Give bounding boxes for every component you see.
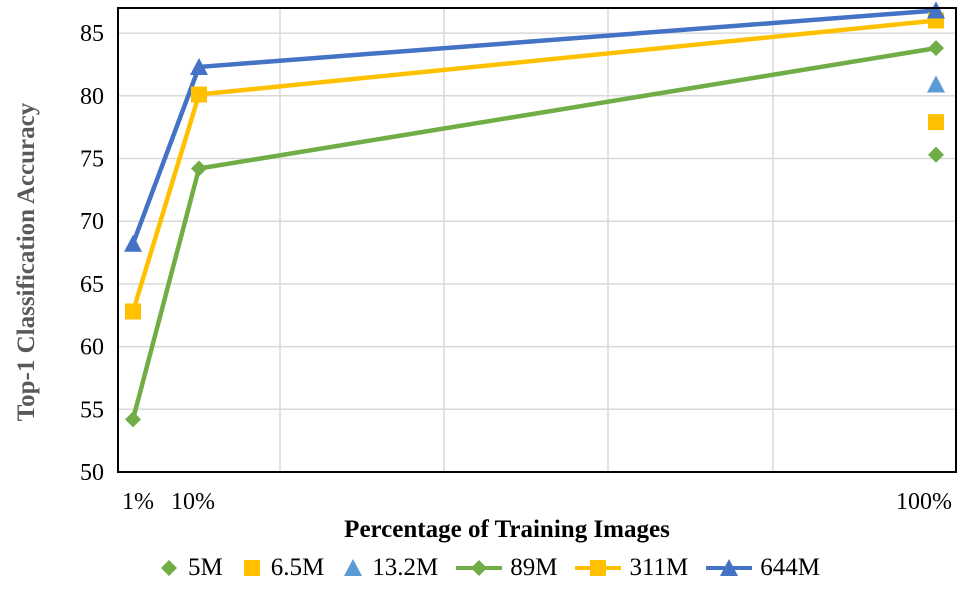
y-tick-label: 65 xyxy=(80,272,104,298)
data-point-311M xyxy=(191,86,207,103)
legend-label: 311M xyxy=(629,554,689,581)
legend-label: 5M xyxy=(188,554,223,581)
data-point-89M xyxy=(191,160,207,177)
legend-item-311M: 311M xyxy=(575,554,688,582)
series-line-89M xyxy=(130,45,937,420)
y-axis-tick-labels: 50 55 60 65 70 75 80 85 xyxy=(80,21,104,486)
legend-label: 89M xyxy=(510,554,558,581)
legend-marker xyxy=(161,560,177,576)
data-point-644M xyxy=(190,57,208,75)
legend-marker xyxy=(720,559,739,576)
legend-marker xyxy=(471,560,488,576)
data-point-644M xyxy=(927,1,945,19)
legend-marker xyxy=(243,560,260,576)
legend-item-6.5M: 6.5M xyxy=(241,554,324,582)
data-point-5M xyxy=(928,146,944,163)
y-tick-label: 85 xyxy=(80,21,104,47)
y-tick-label: 80 xyxy=(80,84,104,110)
legend-swatch-6.5M xyxy=(243,560,260,576)
legend-swatch-311M xyxy=(575,560,622,576)
series-lines xyxy=(130,8,937,420)
x-axis-label: Percentage of Training Images xyxy=(344,516,670,543)
legend-swatch-13.2M xyxy=(344,559,363,576)
data-point-6.5M xyxy=(928,114,944,131)
y-tick-label: 70 xyxy=(80,209,104,235)
data-point-89M xyxy=(928,40,944,57)
legend-item-644M: 644M xyxy=(706,554,820,582)
legend-swatch-644M xyxy=(706,559,753,576)
x-tick-label: 1% xyxy=(122,489,154,515)
legend-label: 6.5M xyxy=(270,554,325,581)
series-line-644M xyxy=(130,8,937,245)
chart-legend: 5M 6.5M 13.2M 89M 311M 644M xyxy=(0,548,978,588)
chart-svg: 50 55 60 65 70 75 80 85 1% 10% 100% Percentage of… xyxy=(13,1,957,543)
x-axis-tick-labels: 1% 10% 100% xyxy=(122,489,952,515)
y-tick-label: 50 xyxy=(80,460,104,486)
data-point-89M xyxy=(125,411,141,428)
legend-item-13.2M: 13.2M xyxy=(342,554,438,582)
legend-marker xyxy=(344,559,363,576)
legend-label: 13.2M xyxy=(372,554,439,581)
plot-area-frame xyxy=(117,7,957,473)
y-tick-label: 55 xyxy=(80,397,104,423)
data-point-13.2M xyxy=(927,75,945,93)
series-markers xyxy=(124,1,945,428)
legend-item-89M: 89M xyxy=(456,554,557,582)
legend-marker xyxy=(590,560,607,576)
y-tick-label: 60 xyxy=(80,335,104,361)
legend-swatch-5M xyxy=(161,560,177,576)
y-tick-label: 75 xyxy=(80,146,104,172)
x-tick-label: 10% xyxy=(171,489,215,515)
legend-item-5M: 5M xyxy=(158,554,223,582)
x-tick-label: 100% xyxy=(896,489,952,515)
data-point-311M xyxy=(125,303,141,320)
y-axis-label: Top-1 Classification Accuracy xyxy=(13,102,40,421)
legend-label: 644M xyxy=(760,554,820,581)
data-point-644M xyxy=(124,234,142,252)
grid-lines xyxy=(118,8,956,473)
legend-swatch-89M xyxy=(456,560,503,576)
